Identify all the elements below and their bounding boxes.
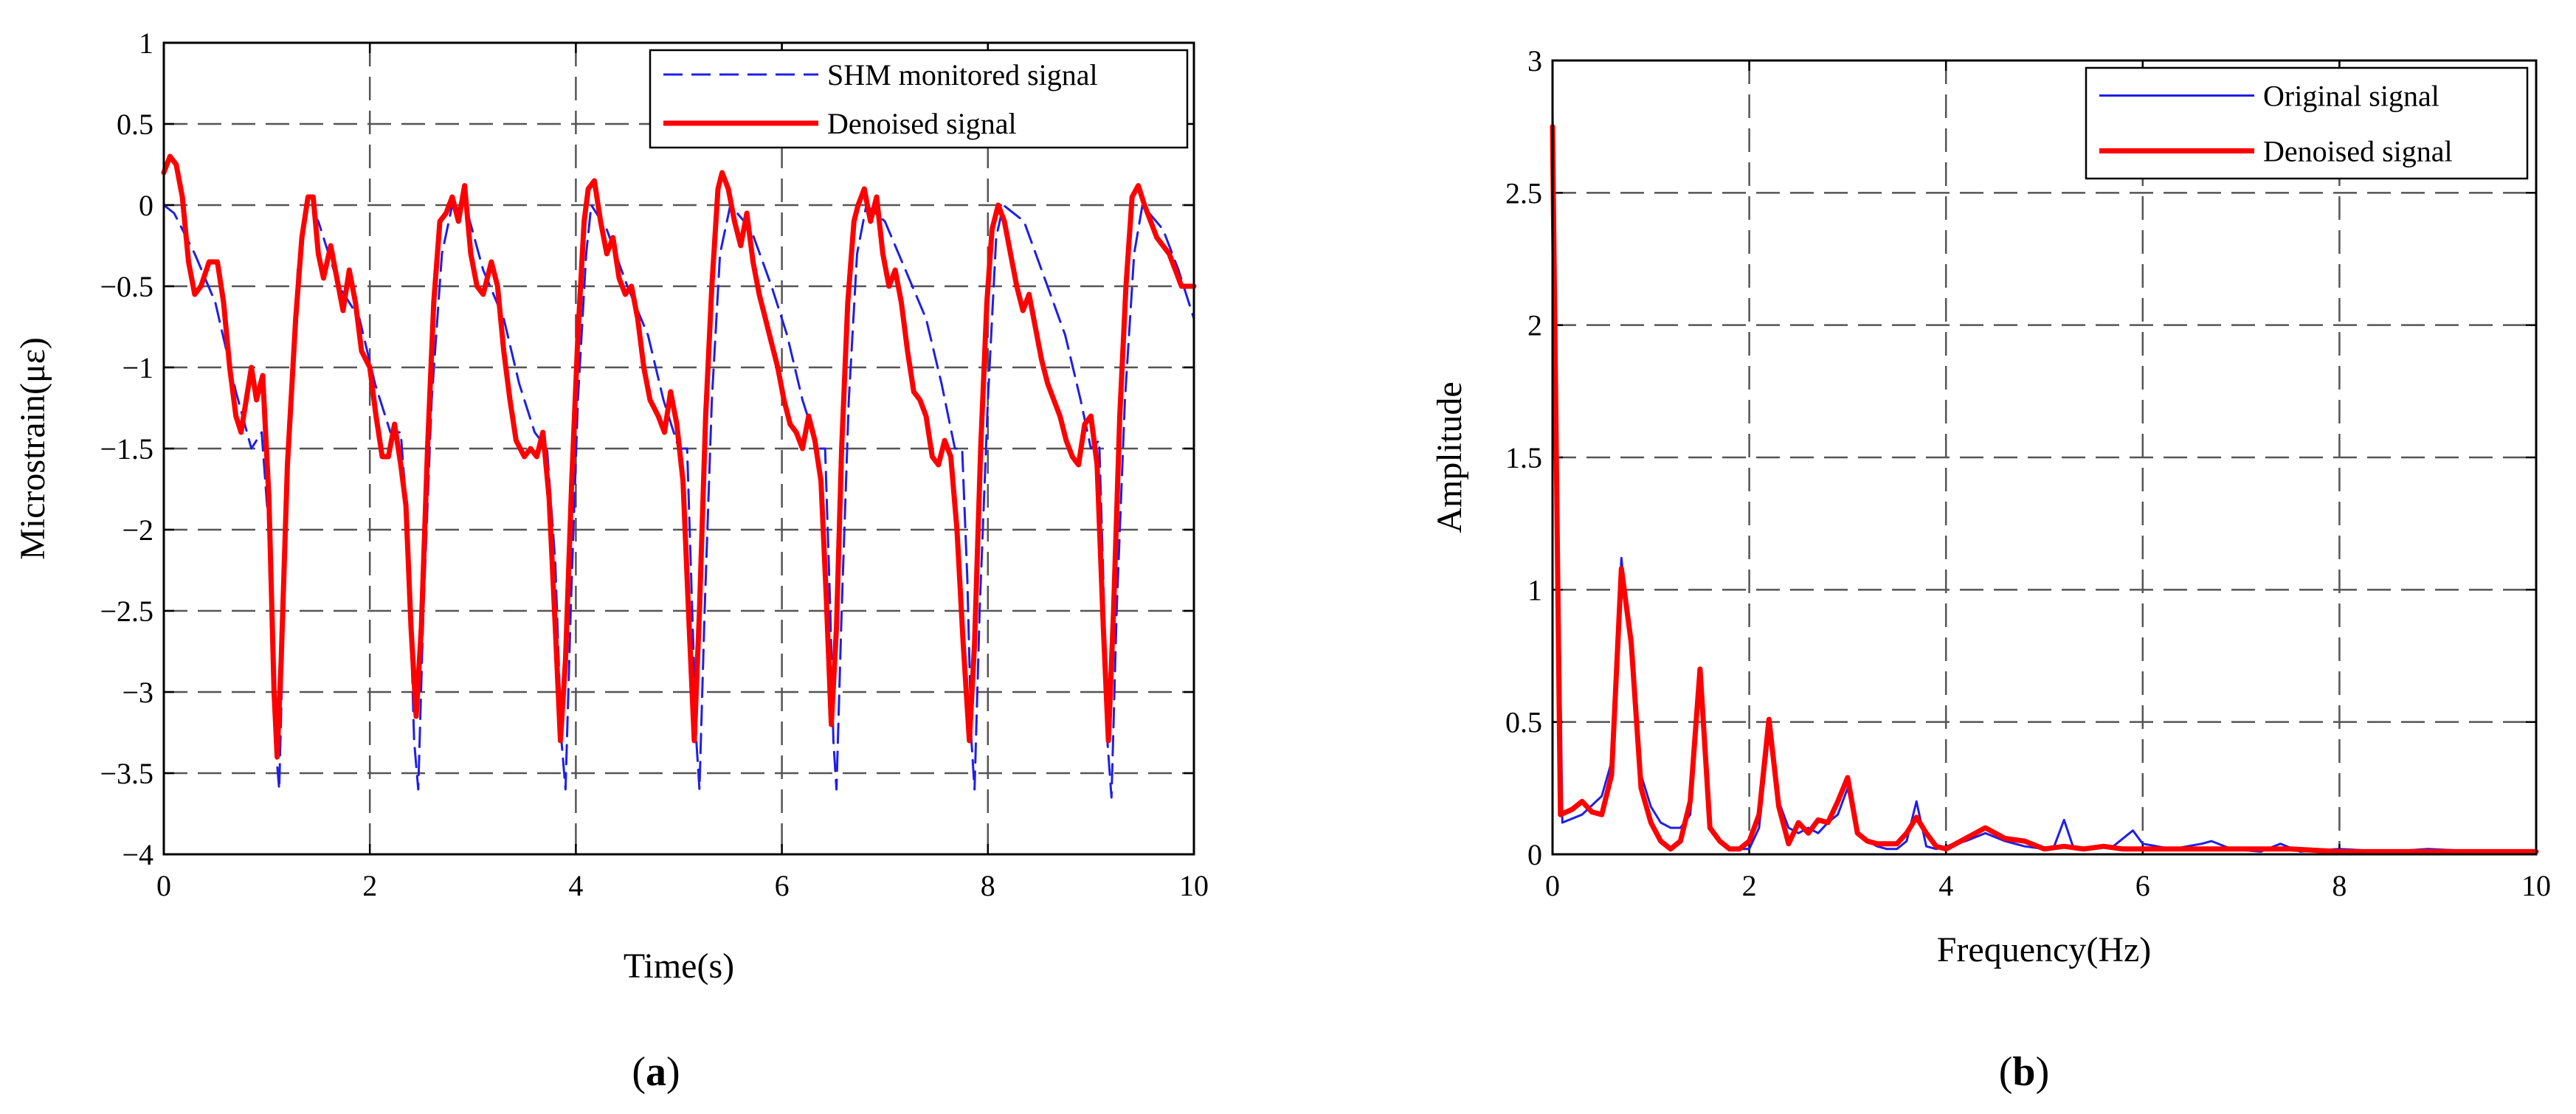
- chart-a-x-tick-label: 4: [568, 869, 583, 902]
- chart-b-y-axis: 0 0.5 1 1.5 2 2.5 3: [1505, 44, 2536, 871]
- chart-b-series-original: [1551, 112, 2538, 853]
- chart-b-y-tick-label: 0: [1527, 838, 1542, 871]
- chart-a-y-tick-label: 1: [139, 27, 153, 60]
- chart-b-series-denoised: [1550, 124, 2539, 854]
- chart-a-y-tick-label: 0.5: [117, 108, 153, 141]
- chart-a-series: [161, 153, 1197, 799]
- chart-a-legend: SHM monitored signal Denoised signal: [649, 49, 1189, 149]
- chart-a-y-tick-label: −3.5: [100, 757, 153, 790]
- chart-b-x-tick-label: 0: [1545, 869, 1560, 902]
- chart-b-frame: [1551, 59, 2538, 856]
- chart-a-y-tick-label: −1: [122, 351, 153, 384]
- chart-a-x-tick-label: 0: [156, 869, 171, 902]
- chart-b-x-tick-label: 6: [2135, 869, 2150, 902]
- chart-b-grid: [1553, 60, 2536, 854]
- chart-a-y-tick-label: −4: [122, 838, 153, 871]
- chart-b: 0 2 4 6 8 10 0 0.5 1 1.5 2 2.5 3 Original signal De…: [1430, 44, 2551, 1095]
- chart-b-x-tick-label: 2: [1742, 869, 1757, 902]
- chart-b-y-tick-label: 1.5: [1505, 441, 1542, 474]
- chart-a-y-axis: −4 −3.5 −3 −2.5 −2 −1.5 −1 −0.5 0 0.5 1: [100, 27, 1194, 871]
- chart-a-legend-label-denoised: Denoised signal: [827, 107, 1017, 140]
- chart-b-y-axis-label: Amplitude: [1430, 381, 1469, 533]
- panel-b-letter: b: [2012, 1049, 2035, 1095]
- chart-a-legend-label-shm: SHM monitored signal: [827, 58, 1098, 91]
- chart-a-y-tick-label: −2.5: [100, 595, 153, 628]
- chart-a-x-tick-label: 6: [775, 869, 790, 902]
- chart-a-y-tick-label: 0: [139, 189, 153, 222]
- chart-b-y-tick-label: 0.5: [1505, 706, 1542, 739]
- chart-b-x-tick-label: 4: [1938, 869, 1953, 902]
- chart-b-x-axis: 0 2 4 6 8 10: [1545, 60, 2551, 902]
- chart-a-legend-box: [649, 49, 1189, 149]
- chart-b-x-axis-label: Frequency(Hz): [1937, 930, 2152, 969]
- chart-b-x-tick-label: 8: [2332, 869, 2347, 902]
- chart-b-legend-label-original: Original signal: [2263, 80, 2439, 113]
- panel-b-label: (b): [1999, 1049, 2049, 1095]
- chart-a-y-axis-label: Microstrain(με): [13, 337, 52, 560]
- chart-b-y-tick-label: 2: [1527, 309, 1542, 342]
- chart-b-y-tick-label: 1: [1527, 573, 1542, 606]
- chart-a-x-tick-label: 8: [981, 869, 995, 902]
- chart-a-y-tick-label: −1.5: [100, 432, 153, 466]
- panel-a-letter: a: [646, 1049, 666, 1095]
- chart-b-y-tick-label: 2.5: [1505, 176, 1542, 210]
- chart-a-y-tick-label: −0.5: [100, 270, 153, 303]
- chart-a-y-tick-label: −2: [122, 513, 153, 547]
- panel-a-label: (a): [632, 1049, 680, 1095]
- chart-a: 0 2 4 6 8 10 −4 −3.5 −3 −2.5 −2 −1.5 −1 −0.5 0 0.5 1 SH…: [13, 27, 1209, 1095]
- chart-b-legend: Original signal Denoised signal: [2085, 66, 2529, 180]
- chart-a-x-tick-label: 10: [1179, 869, 1209, 902]
- chart-a-x-tick-label: 2: [362, 869, 377, 902]
- chart-a-frame: [162, 41, 1195, 856]
- chart-a-series-shm-monitored: [162, 204, 1195, 799]
- chart-b-series: [1550, 112, 2539, 854]
- chart-a-y-tick-label: −3: [122, 676, 153, 709]
- chart-b-legend-box: [2085, 66, 2529, 180]
- chart-a-x-axis-label: Time(s): [624, 947, 734, 986]
- chart-b-legend-label-denoised: Denoised signal: [2263, 135, 2453, 168]
- chart-a-series-denoised: [161, 153, 1197, 760]
- chart-b-y-tick-label: 3: [1527, 44, 1542, 77]
- chart-b-x-tick-label: 10: [2521, 869, 2551, 902]
- chart-a-x-axis: 0 2 4 6 8 10: [156, 43, 1209, 902]
